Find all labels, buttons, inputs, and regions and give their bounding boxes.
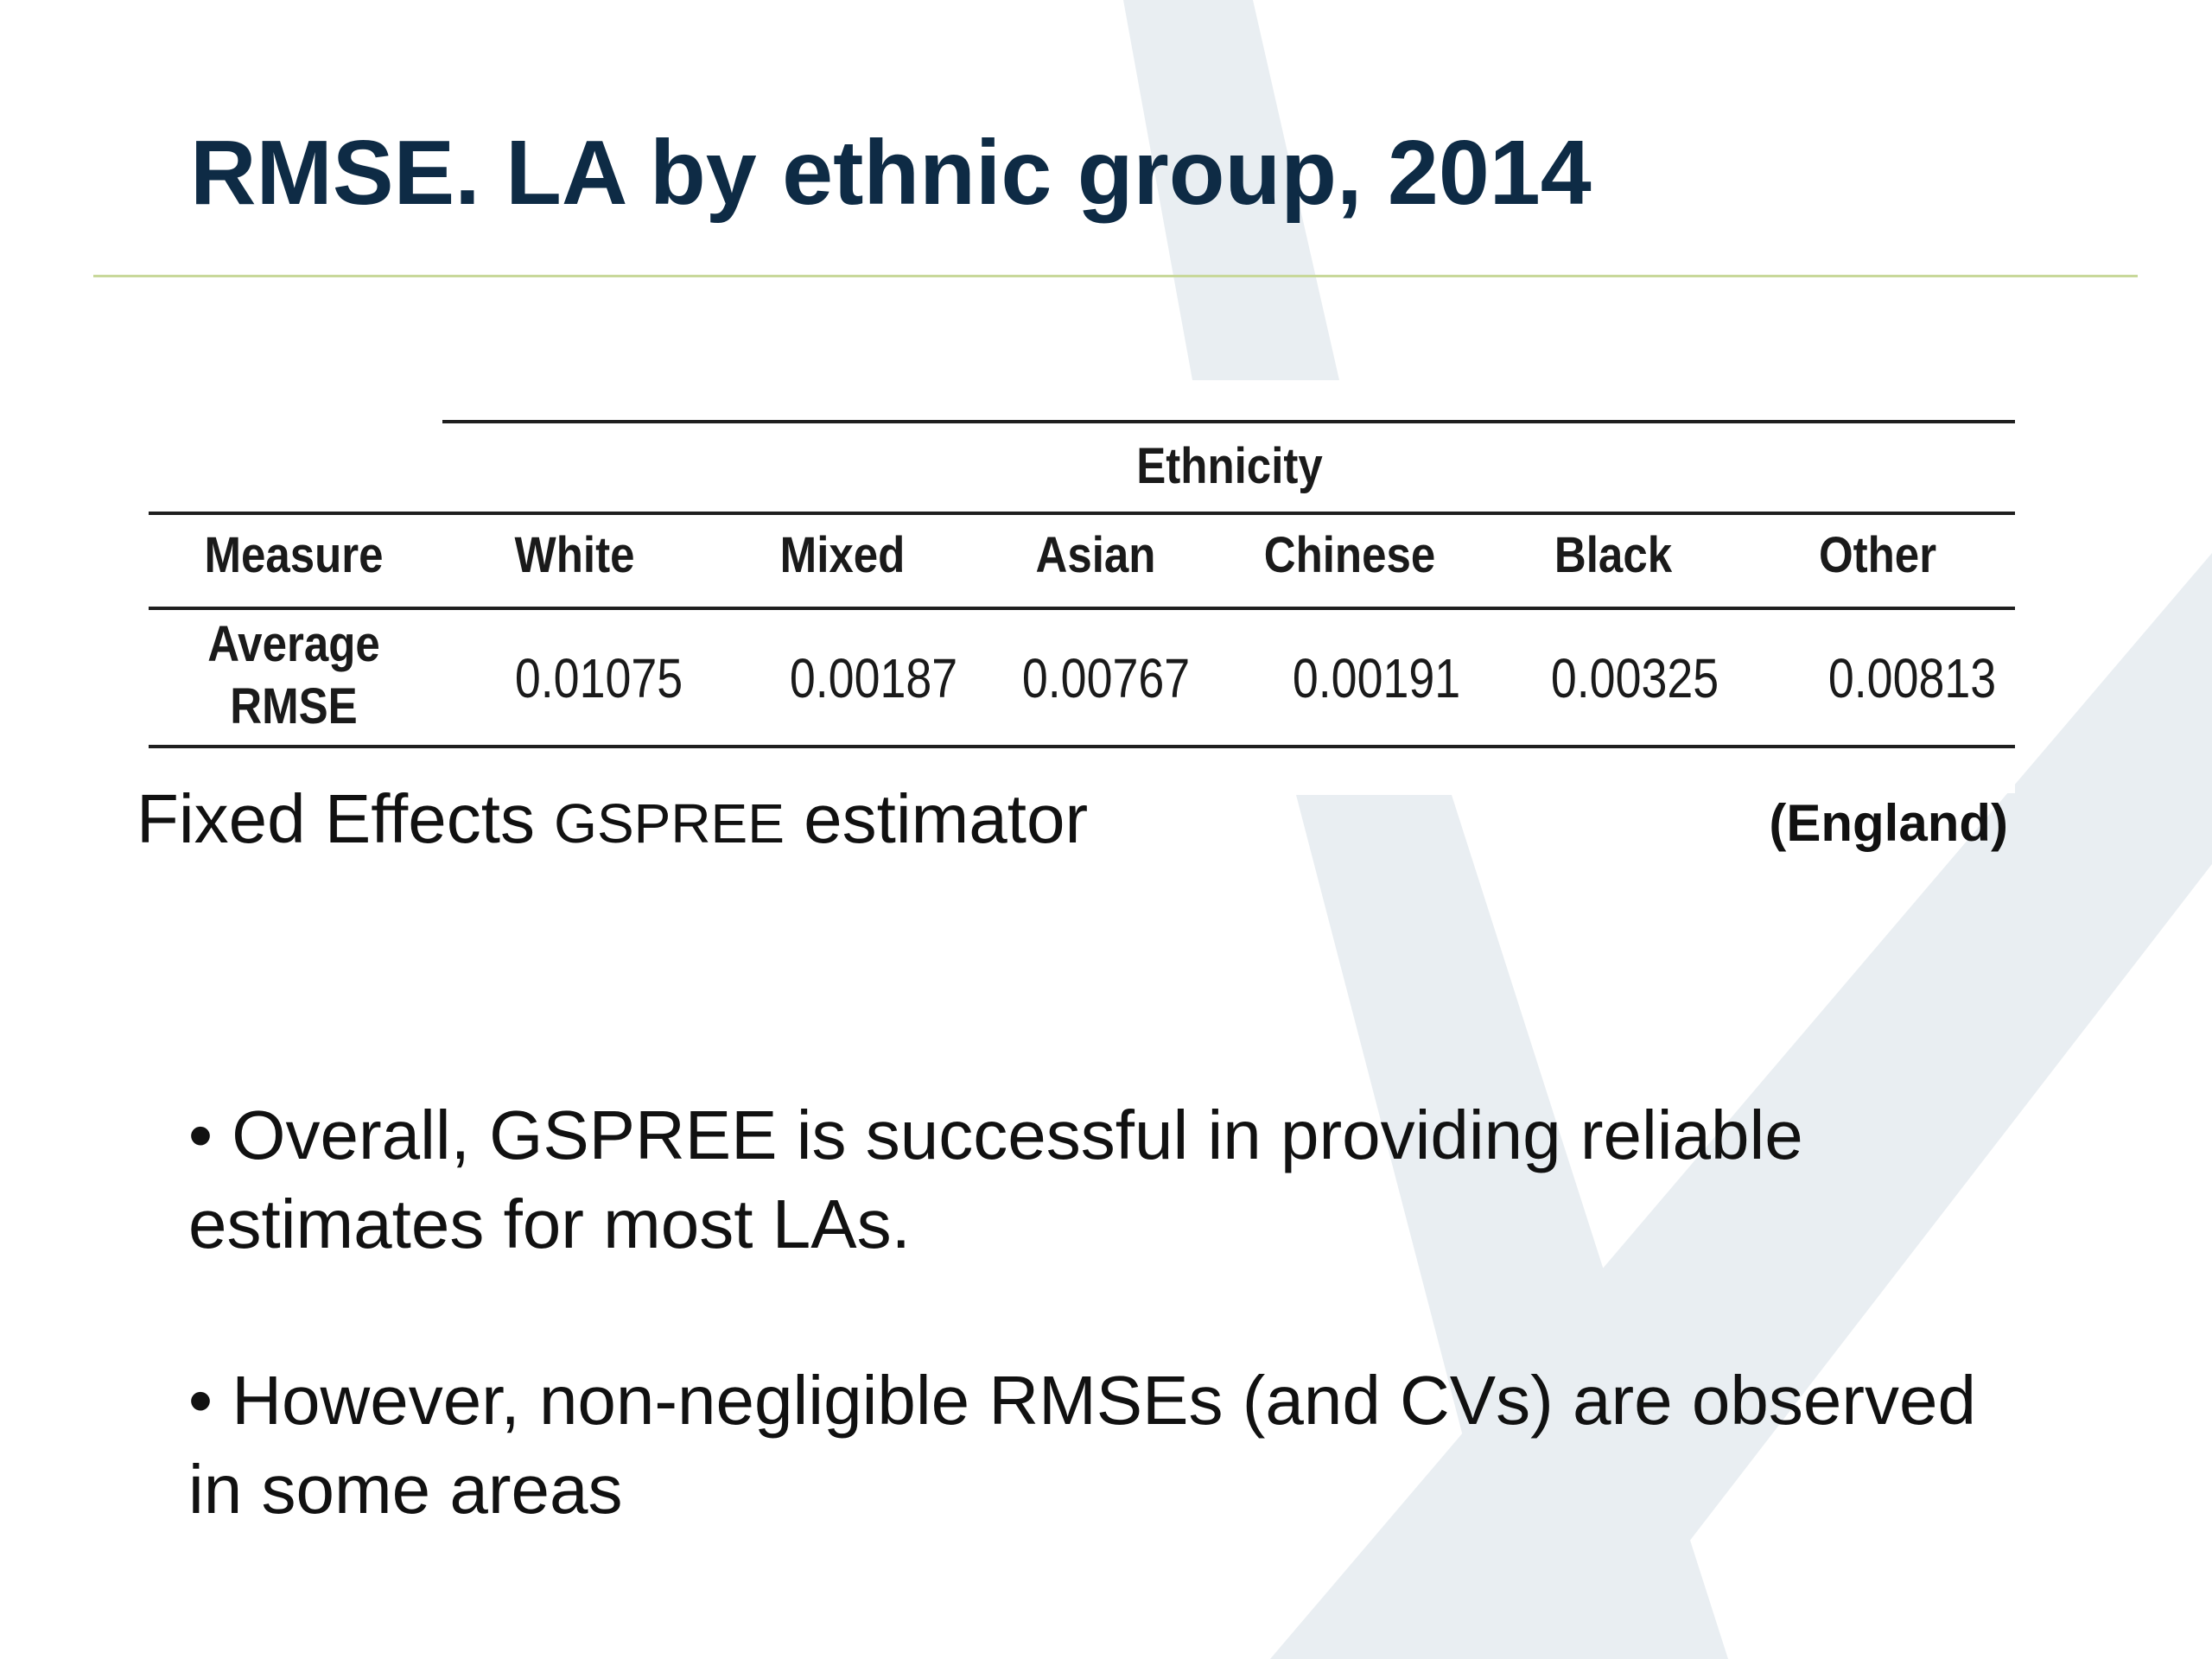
table-header-rule <box>149 512 2015 515</box>
caption-estimator: GSPREE <box>554 792 785 855</box>
bullet-point: • However, non-negligible RMSEs (and CVs… <box>188 1362 1976 1528</box>
value-other: 0.00813 <box>1827 647 1997 709</box>
column-header-black: Black <box>1554 527 1673 583</box>
table-bottom-rule <box>149 745 2015 748</box>
bullet-list: • Overall, GSPREE is successful in provi… <box>188 1090 2003 1621</box>
bullet-point: • Overall, GSPREE is successful in provi… <box>188 1096 1803 1262</box>
column-header-white: White <box>514 527 635 583</box>
row-measure-line2: RMSE <box>230 678 358 734</box>
caption-prefix: Fixed Effects <box>137 780 555 857</box>
title-divider <box>93 275 2138 277</box>
value-asian: 0.00767 <box>1021 647 1191 709</box>
column-header-other: Other <box>1818 527 1937 583</box>
rmse-table-panel <box>149 413 2015 793</box>
ethnicity-group-header: Ethnicity <box>1136 438 1323 494</box>
column-header-chinese: Chinese <box>1263 527 1436 583</box>
region-label: (England) <box>1769 794 2008 852</box>
watermark-diagonal-stroke <box>1270 553 2212 1659</box>
value-mixed: 0.00187 <box>789 647 958 709</box>
table-caption: Fixed Effects GSPREE estimator <box>137 778 1088 865</box>
column-header-asian: Asian <box>1035 527 1156 583</box>
table-top-rule <box>442 420 2015 423</box>
slide-title: RMSE. LA by ethnic group, 2014 <box>190 122 1592 224</box>
column-header-mixed: Mixed <box>779 527 906 583</box>
table-body-rule <box>149 607 2015 610</box>
value-chinese: 0.00191 <box>1292 647 1461 709</box>
caption-suffix: estimator <box>784 780 1089 857</box>
value-white: 0.01075 <box>514 647 683 709</box>
measure-column-header: Measure <box>204 527 384 583</box>
value-black: 0.00325 <box>1550 647 1719 709</box>
row-measure-line1: Average <box>207 616 380 672</box>
watermark-upper-stroke <box>1123 0 1339 380</box>
